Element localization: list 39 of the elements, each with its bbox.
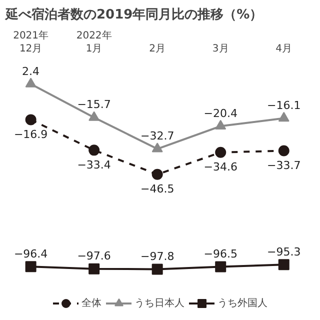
point — [152, 168, 163, 180]
point — [152, 142, 163, 152]
point — [88, 144, 100, 156]
point — [278, 259, 290, 270]
data-label: −97.8 — [140, 250, 174, 263]
data-label: −16.1 — [267, 98, 301, 112]
data-label: −33.7 — [267, 158, 301, 172]
legend-label: うち外国人 — [218, 297, 268, 310]
data-label: −96.5 — [204, 248, 238, 261]
x-tick-label: 2022年 1月 — [76, 29, 112, 54]
x-tick-label: 3月 — [212, 44, 229, 54]
data-label: −15.7 — [77, 98, 111, 112]
point — [278, 145, 290, 156]
point — [278, 112, 290, 122]
data-label: −95.3 — [267, 245, 301, 258]
point — [25, 114, 36, 126]
x-tick-label: 2月 — [149, 44, 166, 54]
point — [215, 120, 226, 130]
legend-label: うち日本人 — [134, 296, 184, 310]
data-label: −33.4 — [77, 158, 111, 172]
point — [25, 261, 36, 272]
x-tick-label: 2021年 12月 — [13, 29, 49, 54]
point — [215, 261, 226, 272]
data-label: 2.4 — [22, 64, 40, 78]
point — [152, 264, 163, 275]
legend-label: 全体 — [82, 297, 102, 310]
data-label: −46.5 — [140, 182, 174, 196]
data-label: −20.4 — [204, 106, 238, 120]
data-label: −96.4 — [14, 247, 48, 260]
data-label: −34.6 — [204, 160, 238, 174]
x-tick-label: 4月 — [276, 44, 292, 54]
point — [215, 146, 226, 158]
point — [88, 111, 100, 121]
data-label: −16.9 — [14, 128, 48, 141]
data-label: −32.7 — [140, 130, 174, 143]
point — [88, 263, 100, 274]
point — [25, 78, 36, 88]
chart-title: 延べ宿泊者数の2019年同月比の推移（%） — [4, 6, 263, 22]
data-label: −97.6 — [77, 250, 111, 263]
